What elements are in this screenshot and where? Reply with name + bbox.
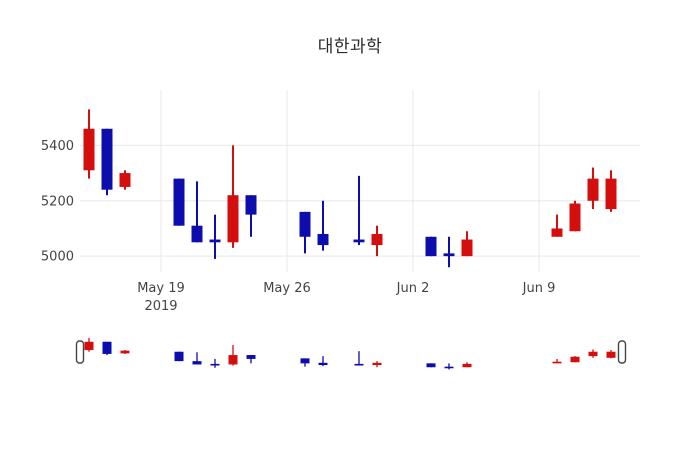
rangeslider-candle-body (426, 363, 436, 368)
candle[interactable] (317, 200, 329, 251)
rangeslider-candle (228, 345, 238, 366)
rangeslider-candle (552, 358, 562, 364)
x-tick-label: Jun 9 (522, 281, 556, 296)
candle[interactable] (191, 181, 203, 243)
candle[interactable] (461, 231, 473, 257)
candle[interactable] (101, 128, 113, 196)
x-tick-label: May 26 (263, 281, 311, 296)
rangeslider-candle (570, 356, 580, 363)
rangeslider-candle (462, 362, 472, 368)
rangeslider-candle-body (84, 341, 94, 351)
rangeslider-candle (354, 351, 364, 366)
candle-body (605, 178, 617, 210)
candle-body (551, 228, 563, 237)
rangeslider-candle (300, 358, 310, 367)
rangeslider-candle (606, 350, 616, 359)
candle[interactable] (83, 109, 95, 179)
candle[interactable] (443, 236, 455, 268)
candle-body (443, 253, 455, 257)
candle[interactable] (371, 225, 383, 257)
candle-body (353, 239, 365, 243)
rangeslider-candle-body (120, 350, 130, 354)
candle[interactable] (173, 178, 185, 226)
rangeslider-candle (84, 337, 94, 352)
candle[interactable] (587, 167, 599, 210)
rangeslider-candle-body (318, 362, 328, 366)
rangeslider-left-handle[interactable] (75, 340, 85, 364)
candle[interactable] (119, 170, 131, 190)
rangeslider-candle (426, 363, 436, 368)
rangeslider-candle (444, 363, 454, 370)
candle-body (587, 178, 599, 201)
candle-body (299, 211, 311, 237)
rangeslider-candle-body (102, 341, 112, 354)
axis-labels: 5400 5200 5000 May 19 2019 May 26 Jun 2 Jun 9 (41, 139, 555, 314)
candle-body (425, 236, 437, 257)
rangeslider-candle-body (588, 351, 598, 357)
rangeslider-candle-body (444, 366, 454, 369)
rangeslider-candle (318, 356, 328, 367)
candle[interactable] (299, 211, 311, 254)
candle-body (83, 128, 95, 171)
candle-body (209, 239, 221, 243)
rangeslider-candle (102, 341, 112, 356)
candles (83, 109, 617, 268)
rangeslider-candle (192, 352, 202, 365)
rangeslider-candle (210, 358, 220, 368)
rangeslider-candle-body (246, 355, 256, 359)
rangeslider-candle-body (210, 363, 220, 366)
candle[interactable] (245, 195, 257, 237)
y-tick-label: 5400 (41, 139, 74, 154)
rangeslider-candle (246, 355, 256, 364)
rangeslider-candle-body (354, 363, 364, 366)
y-tick-label: 5000 (41, 250, 74, 265)
rangeslider-candle-body (300, 358, 310, 364)
x-tick-sublabel: 2019 (144, 299, 177, 314)
rangeslider-candle-body (462, 363, 472, 368)
rangeslider-candle-body (570, 356, 580, 363)
candle-body (119, 173, 131, 187)
candle[interactable] (551, 214, 563, 237)
candle-body (101, 128, 113, 190)
candle-body (371, 234, 383, 246)
candle[interactable] (569, 200, 581, 232)
rangeslider[interactable] (75, 337, 627, 370)
candle-body (173, 178, 185, 226)
x-tick-label: May 19 (137, 281, 185, 296)
candle[interactable] (425, 236, 437, 257)
candle-body (569, 203, 581, 232)
candle-body (191, 225, 203, 243)
rangeslider-candle (174, 351, 184, 362)
candle[interactable] (227, 145, 239, 248)
rangeslider-candle-body (372, 362, 382, 366)
candle[interactable] (209, 214, 221, 259)
rangeslider-candle-body (192, 361, 202, 365)
rangeslider-candle (588, 349, 598, 358)
x-tick-label: Jun 2 (396, 281, 430, 296)
rangeslider-candle-body (174, 351, 184, 362)
rangeslider-candle-body (552, 361, 562, 364)
candle[interactable] (605, 170, 617, 212)
rangeslider-candle (120, 350, 130, 354)
chart-title: 대한과학 (317, 37, 383, 57)
rangeslider-candle-body (606, 351, 616, 358)
rangeslider-right-handle[interactable] (617, 340, 627, 364)
candle-body (461, 239, 473, 257)
candle-body (227, 195, 239, 243)
candle-body (317, 234, 329, 246)
candle[interactable] (353, 175, 365, 246)
rangeslider-candle (372, 361, 382, 368)
rangeslider-candle-body (228, 355, 238, 365)
y-tick-label: 5200 (41, 194, 74, 209)
candle-body (245, 195, 257, 215)
